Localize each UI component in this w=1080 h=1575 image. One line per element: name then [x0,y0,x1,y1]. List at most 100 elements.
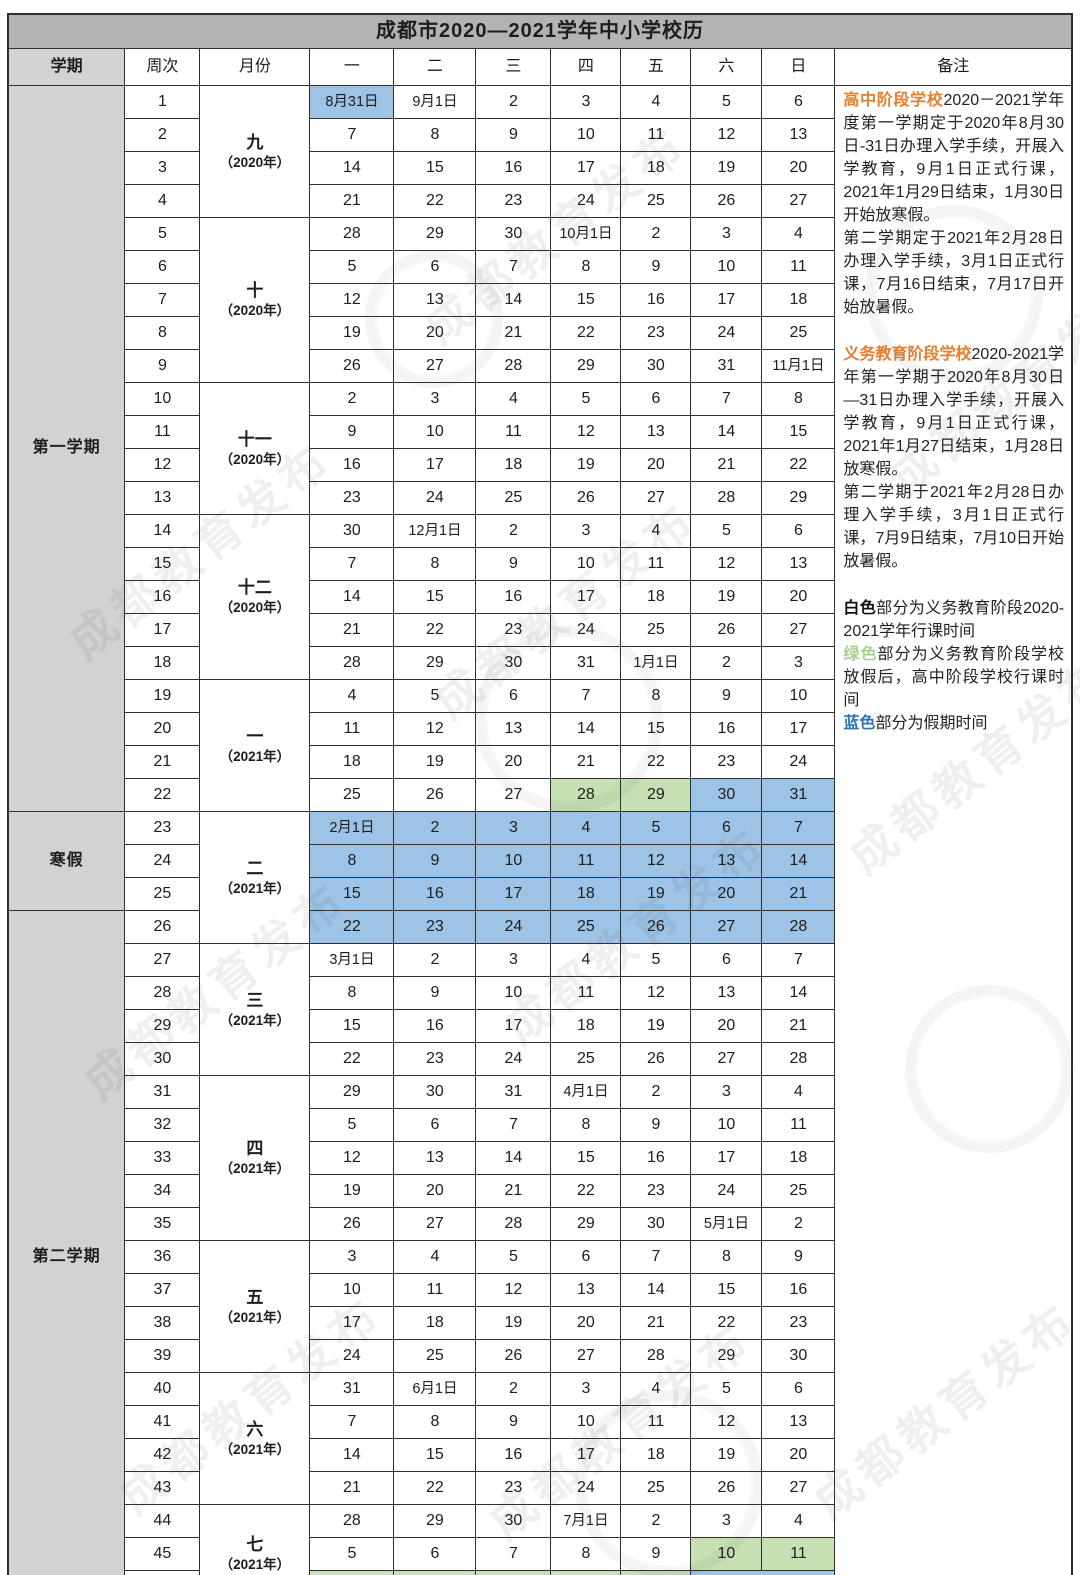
month-name: 六 [246,1419,264,1439]
month-cell: 六 （2021年） [199,1372,311,1505]
date-cell: 17 [550,1438,622,1472]
date-cell: 20 [690,1009,763,1043]
month-name: 一 [246,726,264,746]
column-header-day-mon: 一 [309,48,395,86]
date-cell: 5 [690,514,763,548]
week-number-cell: 10 [124,382,201,416]
date-cell: 25 [550,1042,622,1076]
date-cell: 9 [393,976,477,1010]
date-cell: 14 [475,1570,552,1575]
week-number-cell: 30 [124,1042,201,1076]
month-cell: 十二 （2020年） [199,514,311,680]
week-number-cell: 27 [124,943,201,977]
date-cell: 17 [550,151,622,185]
date-cell: 5月1日 [690,1207,763,1241]
date-cell: 6 [690,811,763,845]
month-name: 十二 [237,578,272,598]
date-cell: 4 [620,85,692,119]
month-cell: 五 （2021年） [199,1240,311,1373]
week-number-cell: 33 [124,1141,201,1175]
date-cell: 2 [620,1504,692,1538]
month-year: （2021年） [219,880,291,896]
date-cell: 27 [690,1042,763,1076]
date-cell: 20 [550,1306,622,1340]
date-cell: 10 [550,547,622,581]
date-cell: 13 [690,976,763,1010]
date-cell: 2 [620,217,692,251]
date-cell: 11 [550,976,622,1010]
date-cell: 26 [690,613,763,647]
date-cell: 16 [309,448,395,482]
column-header-row: 学期 周次 月份 一 二 三 四 五 六 日 备注 [7,48,1073,86]
month-name: 四 [246,1139,264,1159]
note-paragraph: 蓝色部分为假期时间 [843,712,1064,735]
date-cell: 17 [393,448,477,482]
date-cell: 21 [550,745,622,779]
date-cell: 2 [475,1372,552,1406]
column-header-day-sat: 六 [690,48,763,86]
date-cell: 25 [620,1471,692,1505]
date-cell: 7 [761,811,836,845]
month-cell: 七 （2021年） [199,1504,311,1575]
date-cell: 26 [475,1339,552,1373]
date-cell: 5 [620,943,692,977]
date-cell: 4 [393,1240,477,1274]
date-cell: 26 [393,778,477,812]
week-number-cell: 42 [124,1438,201,1472]
date-cell: 7 [309,547,395,581]
date-cell: 11 [761,1537,836,1571]
date-cell: 5 [393,679,477,713]
week-number-cell: 5 [124,217,201,251]
date-cell: 18 [620,1438,692,1472]
date-cell: 7 [309,1405,395,1439]
note-highlight: 蓝色 [843,715,876,732]
date-cell: 14 [475,283,552,317]
date-cell: 28 [475,1207,552,1241]
date-cell: 12 [550,415,622,449]
week-row-4: 4 21 22 23 24 25 26 27 [8,184,1072,218]
note-paragraph: 白色部分为义务教育阶段2020-2021学年行课时间 [843,597,1064,643]
date-cell: 10 [550,118,622,152]
date-cell: 2 [393,811,477,845]
date-cell: 27 [620,481,692,515]
date-cell: 27 [393,349,477,383]
date-cell: 22 [550,1174,622,1208]
week-number-cell: 3 [124,151,201,185]
date-cell: 18 [761,283,836,317]
date-cell: 21 [309,613,395,647]
date-cell: 13 [620,415,692,449]
month-year: （2021年） [219,1012,291,1028]
date-cell: 28 [550,778,622,812]
month-year: （2021年） [219,1557,291,1573]
date-cell: 17 [550,580,622,614]
date-cell: 10 [761,679,836,713]
date-cell: 25 [620,613,692,647]
date-cell: 13 [761,118,836,152]
week-number-cell: 37 [124,1273,201,1307]
date-cell: 23 [620,316,692,350]
date-cell: 10 [475,976,552,1010]
date-cell: 28 [475,349,552,383]
week-row-35: 35 26 27 28 29 30 5月1日 2 [8,1207,1072,1241]
week-number-cell: 7 [124,283,201,317]
date-cell: 11 [309,712,395,746]
week-row-10: 10 十一 （2020年） 2 3 4 5 6 7 8 [8,382,1072,515]
month-year: （2020年） [219,303,291,319]
week-row-34: 34 19 20 21 22 23 24 25 [8,1174,1072,1208]
date-cell: 4 [761,1504,836,1538]
date-cell: 6 [550,1240,622,1274]
week-row-38: 38 17 18 19 20 21 22 23 [8,1306,1072,1340]
month-cell: 十一 （2020年） [199,382,311,515]
week-number-cell: 8 [124,316,201,350]
date-cell: 8 [550,1108,622,1142]
month-name: 十一 [237,429,272,449]
date-cell: 6 [761,514,836,548]
date-cell: 2 [393,943,477,977]
date-cell: 25 [475,481,552,515]
date-cell: 3 [761,646,836,680]
note-paragraph: 绿色部分为义务教育阶段学校放假后，高中阶段学校行课时间 [843,643,1064,712]
date-cell: 16 [761,1273,836,1307]
week-row-23: 寒假 23 二（2021年） 2月1日 2 3 4 5 6 7 [7,811,1072,944]
week-number-cell: 36 [124,1240,201,1274]
